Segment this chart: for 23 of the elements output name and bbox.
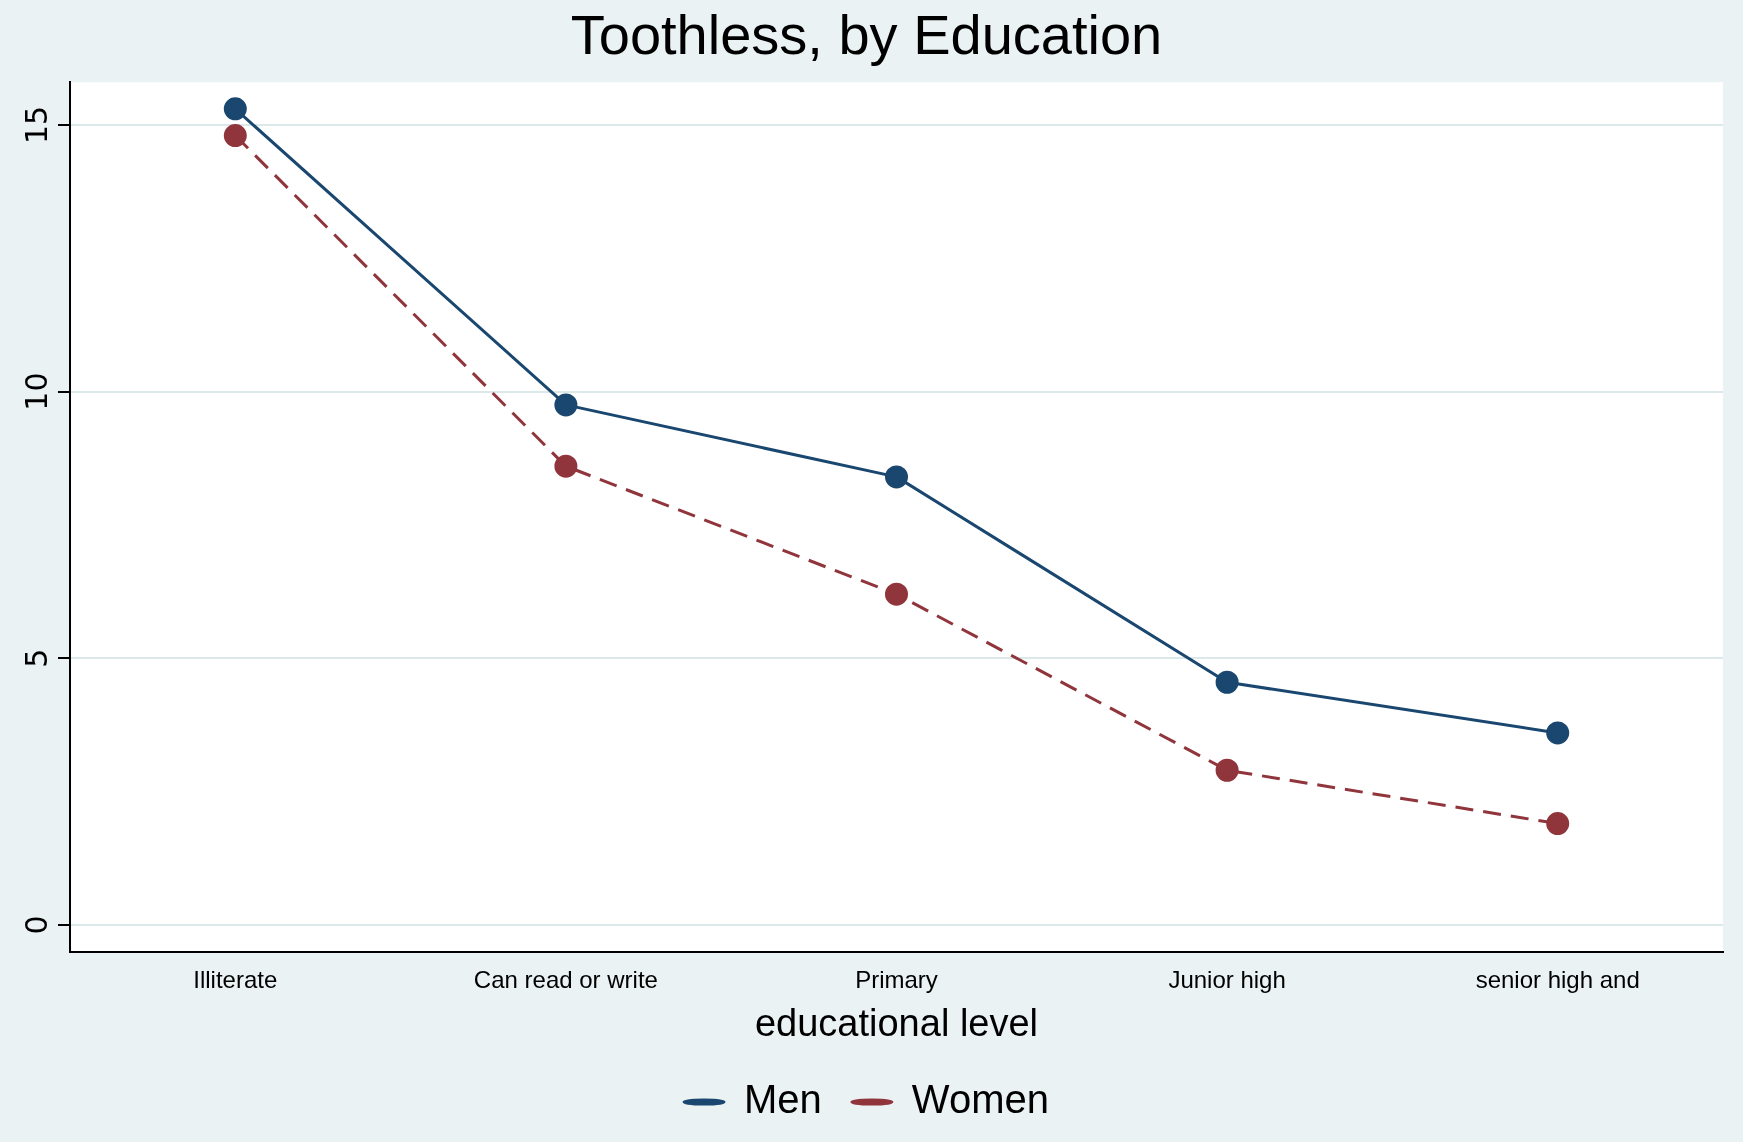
point [885,465,908,489]
y-tick-label: 5 [18,648,54,668]
point [554,393,578,417]
point [1546,721,1570,745]
x-tick-label: Illiterate [193,965,278,993]
y-tick-label: 15 [18,105,54,144]
x-tick-label: senior high and [1475,965,1640,993]
legend-label: Women [911,1077,1049,1122]
x-tick-label: Primary [855,965,938,993]
point [1215,670,1239,694]
y-tick-label: 10 [18,372,54,411]
y-tick-label: 0 [18,915,54,935]
x-tick-label: Can read or write [473,965,658,993]
point [1546,812,1570,836]
x-axis-title: educational level [754,1001,1039,1044]
chart-title: Toothless, by Education [570,3,1163,67]
point [223,124,247,148]
x-tick-label: Junior high [1168,965,1286,993]
point [1215,758,1239,782]
point [554,454,578,478]
legend-label: Men [744,1077,822,1122]
point [885,582,908,606]
point [223,97,247,121]
